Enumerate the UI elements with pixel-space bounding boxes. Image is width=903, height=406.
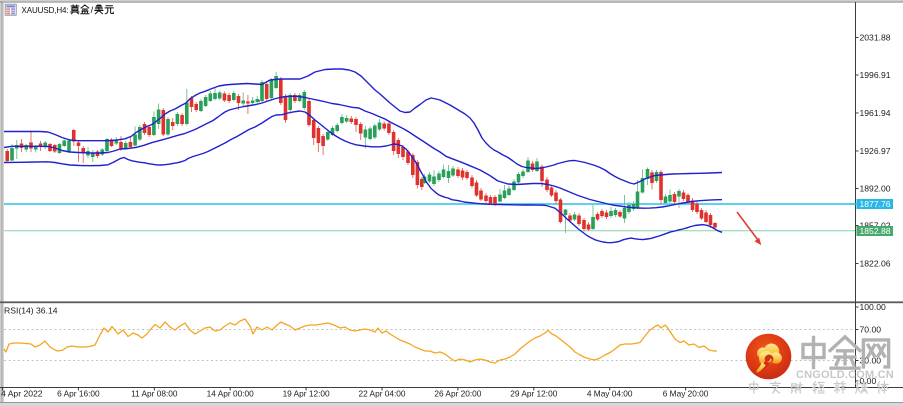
svg-text:100.00: 100.00 <box>860 302 887 312</box>
svg-text:1857.02: 1857.02 <box>860 221 891 231</box>
svg-text:14 Apr 00:00: 14 Apr 00:00 <box>207 389 254 399</box>
svg-text:0.00: 0.00 <box>860 376 877 386</box>
svg-text:29 Apr 12:00: 29 Apr 12:00 <box>510 389 557 399</box>
svg-text:2031.88: 2031.88 <box>860 33 891 43</box>
svg-text:1822.06: 1822.06 <box>860 259 891 269</box>
svg-text:6 Apr 16:00: 6 Apr 16:00 <box>57 389 100 399</box>
svg-text:/: / <box>91 4 94 15</box>
svg-text:6 May 20:00: 6 May 20:00 <box>663 389 709 399</box>
svg-text:26 Apr 20:00: 26 Apr 20:00 <box>434 389 481 399</box>
svg-text:1926.97: 1926.97 <box>860 146 891 156</box>
svg-text:4 May 04:00: 4 May 04:00 <box>587 389 633 399</box>
svg-text:XAUUSD,H4:: XAUUSD,H4: <box>22 6 69 15</box>
svg-text:CNGOLD.COM.CN: CNGOLD.COM.CN <box>796 369 894 381</box>
svg-text:4 Apr 2022: 4 Apr 2022 <box>1 389 43 399</box>
svg-text:1877.76: 1877.76 <box>860 199 891 209</box>
svg-text:30.00: 30.00 <box>860 356 882 366</box>
svg-text:1996.91: 1996.91 <box>860 70 891 80</box>
svg-text:70.00: 70.00 <box>860 325 882 335</box>
svg-text:19 Apr 12:00: 19 Apr 12:00 <box>283 389 330 399</box>
svg-text:1852.88: 1852.88 <box>860 226 891 236</box>
svg-text:RSI(14) 36.14: RSI(14) 36.14 <box>4 306 58 316</box>
svg-text:22 Apr 04:00: 22 Apr 04:00 <box>358 389 405 399</box>
svg-text:1961.94: 1961.94 <box>860 108 891 118</box>
svg-text:11 Apr 08:00: 11 Apr 08:00 <box>131 389 178 399</box>
svg-text:1892.00: 1892.00 <box>860 184 891 194</box>
